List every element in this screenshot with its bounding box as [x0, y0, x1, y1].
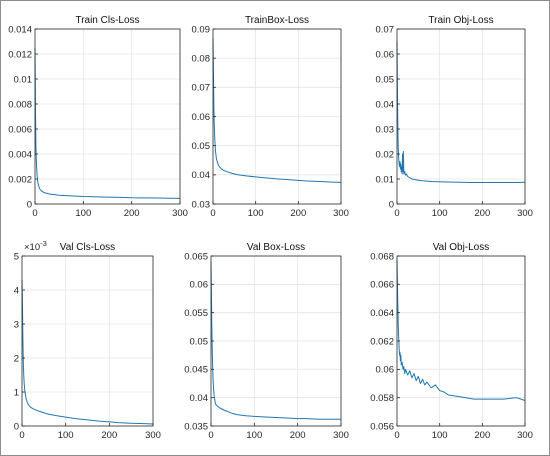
chart-5-ytick-label-0: 0.035 — [184, 421, 208, 432]
chart-2-ytick-label-1: 0.04 — [192, 170, 211, 181]
chart-2-ytick-label-5: 0.08 — [192, 53, 211, 64]
chart-6-ytick-label-4: 0.064 — [370, 308, 394, 319]
chart-1-ytick-label-2: 0.004 — [8, 149, 32, 160]
chart-4-xtick-label-3: 300 — [145, 430, 161, 441]
chart-6-xtick-label-3: 300 — [517, 430, 533, 441]
chart-4-title: Val Cls-Loss — [60, 242, 115, 253]
chart-6-ytick-label-5: 0.066 — [370, 280, 394, 291]
chart-5-xtick-label-3: 300 — [333, 430, 349, 441]
chart-3-xtick-label-3: 300 — [517, 208, 533, 219]
chart-5-xtick-label-2: 200 — [290, 430, 306, 441]
chart-4-plot-area — [22, 256, 153, 426]
chart-4-xtick-label-0: 0 — [19, 430, 24, 441]
chart-4-exponent-power: -3 — [40, 239, 47, 248]
chart-4-ytick-label-5: 5 — [14, 251, 19, 262]
chart-4-xtick-label-1: 100 — [58, 430, 74, 441]
chart-2-xtick-label-1: 100 — [248, 208, 264, 219]
chart-3-plot-area — [397, 29, 525, 204]
chart-2-ytick-label-4: 0.07 — [192, 83, 211, 94]
chart-1-xtick-label-1: 100 — [75, 208, 91, 219]
chart-2-ytick-label-6: 0.09 — [192, 24, 211, 35]
chart-2-xtick-label-0: 0 — [210, 208, 215, 219]
chart-5: 0 100 200 300 0.035 0.04 0.045 0.05 0.055 0.06 0.0… — [184, 242, 349, 441]
chart-1-ytick-label-5: 0.01 — [14, 74, 33, 85]
chart-6: 0 100 200 300 0.056 0.058 0.06 0.062 0.064 0.066 0… — [370, 242, 533, 441]
chart-5-title: Val Box-Loss — [247, 242, 305, 253]
chart-4: 0 100 200 300 0 1 2 3 4 5 Val Cls-Loss ×10-3 — [14, 239, 161, 441]
chart-1: 0 100 200 300 0 0.002 0.004 0.006 0.008 0.01 0.012… — [8, 15, 188, 219]
chart-4-exponent-label: ×10-3 — [24, 239, 47, 253]
chart-5-ytick-label-1: 0.04 — [190, 393, 209, 404]
chart-2-xtick-label-3: 300 — [333, 208, 349, 219]
chart-6-xtick-label-1: 100 — [432, 430, 448, 441]
chart-6-ytick-label-0: 0.056 — [370, 421, 394, 432]
chart-4-ytick-label-3: 3 — [14, 319, 19, 330]
chart-1-ytick-label-7: 0.014 — [8, 24, 32, 35]
chart-6-title: Val Obj-Loss — [433, 242, 490, 253]
chart-3-ytick-label-0: 0 — [389, 199, 394, 210]
chart-6-ytick-label-6: 0.068 — [370, 251, 394, 262]
chart-3-ytick-label-6: 0.06 — [376, 49, 395, 60]
chart-3-xtick-label-0: 0 — [394, 208, 399, 219]
chart-2-ytick-label-0: 0.03 — [192, 199, 211, 210]
chart-5-ytick-label-4: 0.055 — [184, 308, 208, 319]
chart-4-ytick-label-2: 2 — [14, 353, 19, 364]
chart-1-ytick-label-3: 0.006 — [8, 124, 32, 135]
chart-5-ytick-label-2: 0.045 — [184, 365, 208, 376]
chart-1-ytick-label-1: 0.002 — [8, 174, 32, 185]
chart-3-ytick-label-2: 0.02 — [376, 149, 395, 160]
chart-3-title: Train Obj-Loss — [428, 15, 493, 26]
chart-3-ytick-label-1: 0.01 — [376, 174, 395, 185]
chart-2-ytick-label-3: 0.06 — [192, 112, 211, 123]
chart-2-title: TrainBox-Loss — [245, 15, 309, 26]
chart-5-ytick-label-5: 0.06 — [190, 280, 209, 291]
chart-2-ytick-label-2: 0.05 — [192, 141, 211, 152]
chart-1-ytick-label-6: 0.012 — [8, 49, 32, 60]
chart-2: 0 100 200 300 0.03 0.04 0.05 0.06 0.07 0.08 0.09 Tr… — [192, 15, 349, 219]
chart-5-ytick-label-3: 0.05 — [190, 336, 209, 347]
chart-1-title: Train Cls-Loss — [75, 15, 139, 26]
chart-5-xtick-label-1: 100 — [246, 430, 262, 441]
chart-3: 0 100 200 300 0 0.01 0.02 0.03 0.04 0.05 0.06 0.07 T… — [376, 15, 533, 219]
chart-1-xtick-label-2: 200 — [124, 208, 140, 219]
chart-5-ytick-label-6: 0.065 — [184, 251, 208, 262]
chart-4-ytick-label-0: 0 — [14, 421, 19, 432]
chart-2-xtick-label-2: 200 — [290, 208, 306, 219]
chart-3-ytick-label-5: 0.05 — [376, 74, 395, 85]
chart-6-xtick-label-2: 200 — [474, 430, 490, 441]
chart-4-ytick-label-1: 1 — [14, 387, 19, 398]
chart-3-xtick-label-1: 100 — [432, 208, 448, 219]
chart-3-ytick-label-7: 0.07 — [376, 24, 395, 35]
chart-6-ytick-label-2: 0.06 — [376, 365, 395, 376]
chart-4-xtick-label-2: 200 — [101, 430, 117, 441]
chart-1-ytick-label-4: 0.008 — [8, 99, 32, 110]
chart-4-ytick-label-4: 4 — [14, 285, 19, 296]
chart-3-ytick-label-3: 0.03 — [376, 124, 395, 135]
chart-6-ytick-label-3: 0.062 — [370, 336, 394, 347]
chart-1-xtick-label-0: 0 — [32, 208, 37, 219]
chart-5-xtick-label-0: 0 — [208, 430, 213, 441]
chart-3-ytick-label-4: 0.04 — [376, 99, 395, 110]
chart-1-ytick-label-0: 0 — [27, 199, 32, 210]
chart-1-plot-area — [35, 29, 180, 204]
chart-1-xtick-label-3: 300 — [172, 208, 188, 219]
chart-6-ytick-label-1: 0.058 — [370, 393, 394, 404]
chart-6-xtick-label-0: 0 — [394, 430, 399, 441]
chart-3-xtick-label-2: 200 — [474, 208, 490, 219]
